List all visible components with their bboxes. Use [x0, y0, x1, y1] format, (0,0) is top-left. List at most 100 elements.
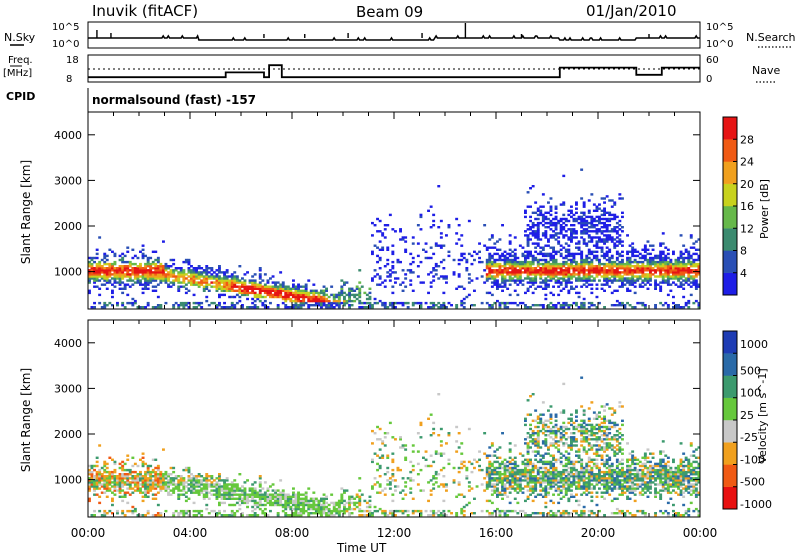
power-cell — [266, 287, 270, 290]
velocity-cell — [547, 483, 550, 486]
velocity-cell — [549, 462, 553, 466]
power-cell — [429, 301, 433, 305]
velocity-cell — [202, 483, 206, 486]
power-cell — [88, 271, 91, 274]
power-cell — [518, 244, 522, 247]
velocity-cell — [452, 481, 456, 484]
power-cell — [98, 279, 102, 282]
velocity-cell — [192, 509, 196, 513]
power-cell — [378, 299, 382, 303]
power-cell — [302, 297, 306, 301]
velocity-cell — [95, 485, 99, 488]
velocity-cell — [292, 499, 295, 503]
velocity-cell — [547, 512, 550, 515]
power-cell — [659, 265, 663, 268]
power-cell — [294, 285, 298, 288]
power-cell — [564, 256, 568, 260]
power-cell — [536, 265, 540, 268]
velocity-cell — [195, 483, 198, 486]
power-cell — [570, 228, 573, 231]
power-cell — [615, 232, 619, 235]
power-cell — [513, 289, 517, 292]
power-cell — [151, 285, 155, 288]
power-cell — [223, 279, 226, 282]
power-cell — [304, 295, 308, 299]
power-cell — [590, 219, 594, 223]
power-cell — [427, 291, 430, 295]
power-cell — [467, 277, 471, 280]
power-cell — [656, 283, 660, 286]
velocity-cell — [167, 491, 170, 494]
power-cell — [146, 265, 150, 268]
power-cell — [297, 285, 300, 288]
power-cell — [276, 281, 280, 284]
power-cell — [649, 277, 652, 280]
power-cell — [251, 291, 255, 295]
power-cell — [633, 267, 637, 270]
power-cell — [610, 281, 614, 284]
power-colorbar-swatch — [723, 228, 737, 251]
velocity-cell — [253, 503, 257, 507]
velocity-cell — [460, 460, 464, 464]
velocity-cell — [307, 512, 311, 515]
power-cell — [485, 277, 489, 280]
power-cell — [605, 224, 609, 227]
power-cell — [682, 295, 686, 299]
velocity-cell — [508, 509, 512, 513]
power-cell — [684, 269, 688, 272]
power-cell — [549, 197, 553, 200]
power-cell — [567, 250, 571, 253]
power-cell — [172, 271, 176, 274]
velocity-cell — [452, 466, 456, 470]
power-cell — [590, 236, 594, 239]
power-cell — [314, 304, 318, 307]
power-cell — [595, 219, 599, 223]
power-cell — [590, 267, 594, 270]
power-cell — [322, 295, 326, 299]
velocity-cell — [539, 489, 543, 492]
velocity-cell — [526, 485, 530, 488]
velocity-cell — [159, 487, 163, 490]
velocity-cell — [149, 477, 153, 480]
velocity-cell — [365, 505, 369, 509]
power-cell — [144, 267, 147, 270]
velocity-cell — [159, 485, 163, 488]
power-cell — [322, 297, 326, 301]
power-cell — [246, 306, 249, 309]
power-cell — [508, 283, 512, 286]
velocity-cell — [541, 460, 545, 464]
power-cell — [294, 306, 298, 309]
velocity-cell — [518, 477, 522, 480]
power-cell — [457, 238, 461, 241]
power-cell — [365, 297, 369, 301]
velocity-cell — [455, 440, 459, 443]
power-cell — [626, 265, 629, 268]
power-cell — [570, 285, 573, 288]
velocity-cell — [501, 477, 504, 480]
power-cell — [582, 269, 586, 272]
velocity-cell — [258, 497, 262, 500]
power-cell — [322, 301, 326, 305]
power-cell — [399, 260, 402, 264]
velocity-cell — [187, 489, 191, 492]
velocity-cell — [490, 501, 494, 505]
power-cell — [580, 219, 584, 223]
velocity-cell — [314, 509, 318, 513]
power-cell — [600, 269, 604, 272]
power-cell — [659, 287, 663, 290]
velocity-cell — [258, 507, 262, 511]
power-cell — [572, 230, 576, 233]
velocity-cell — [103, 460, 107, 464]
power-cell — [111, 267, 114, 270]
power-cell — [557, 277, 561, 280]
power-cell — [90, 265, 94, 268]
power-cell — [513, 271, 517, 274]
power-cell — [427, 306, 430, 309]
power-cell — [694, 252, 698, 256]
power-cell — [656, 254, 660, 258]
power-cell — [363, 291, 367, 295]
power-cell — [608, 219, 612, 223]
velocity-cell — [552, 514, 555, 517]
velocity-cell — [539, 475, 543, 478]
velocity-cell — [518, 481, 522, 484]
